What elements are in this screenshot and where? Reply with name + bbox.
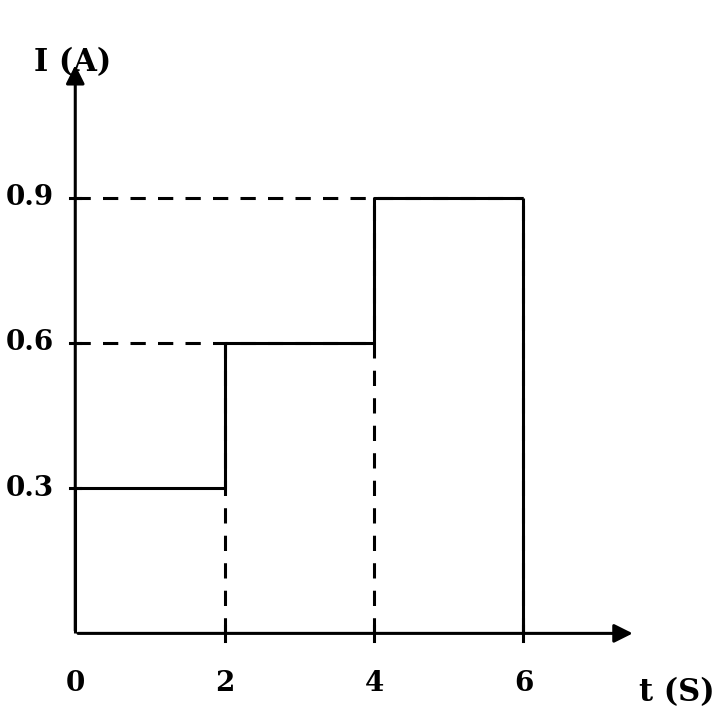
Text: 4: 4 <box>364 670 384 696</box>
Text: 0.6: 0.6 <box>6 330 54 357</box>
Text: t (S): t (S) <box>639 677 715 708</box>
Text: 0: 0 <box>66 670 85 696</box>
Text: 6: 6 <box>514 670 533 696</box>
Text: 0.9: 0.9 <box>7 184 54 211</box>
Text: 0.3: 0.3 <box>7 475 54 502</box>
Text: 2: 2 <box>215 670 234 696</box>
Text: I (A): I (A) <box>34 46 111 78</box>
